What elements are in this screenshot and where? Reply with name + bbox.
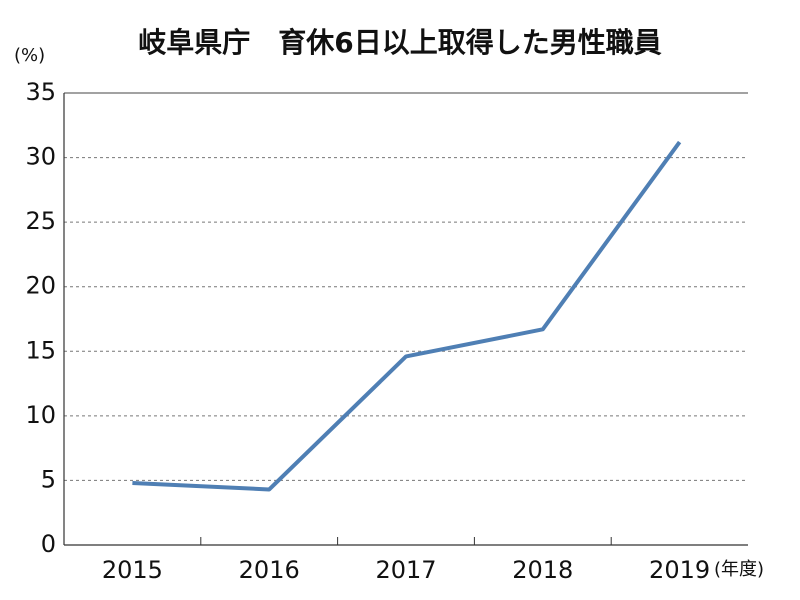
y-tick-label: 35 (25, 78, 56, 106)
line (132, 140, 682, 492)
y-tick-label: 0 (41, 530, 56, 558)
y-axis-label: (%) (14, 45, 45, 66)
x-axis-label: (年度) (714, 559, 764, 580)
y-tick-label: 15 (25, 336, 56, 364)
y-tick-label: 20 (25, 272, 56, 300)
y-tick-label: 25 (25, 207, 56, 235)
x-tick-label: 2016 (239, 556, 300, 584)
x-tick-label: 2018 (512, 556, 573, 584)
x-tick-label: 2019 (649, 556, 710, 584)
chart-title: 岐阜県庁 育休6日以上取得した男性職員 (138, 26, 662, 59)
y-tick-label: 10 (25, 401, 56, 429)
y-tick-label: 5 (41, 465, 56, 493)
x-tick-label: 2015 (102, 556, 163, 584)
y-tick-label: 30 (25, 143, 56, 171)
x-tick-label: 2017 (375, 556, 436, 584)
